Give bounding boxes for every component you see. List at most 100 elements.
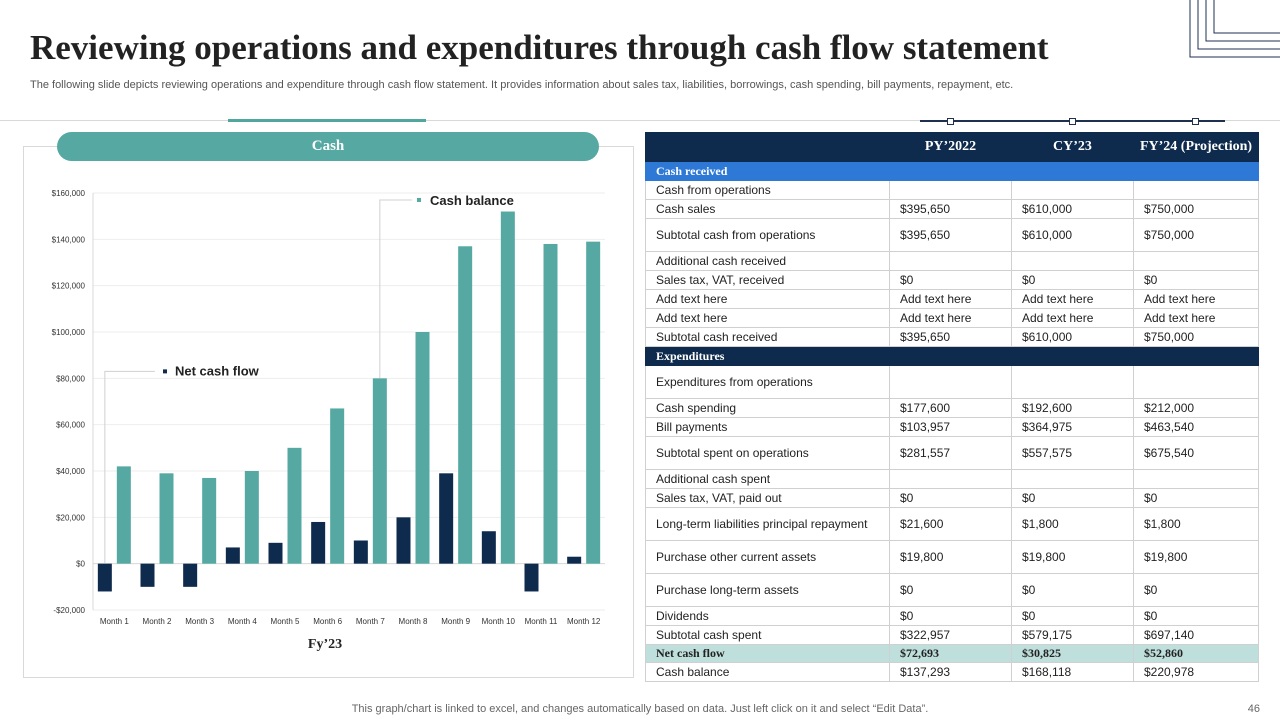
table-cell: $0	[889, 606, 1012, 626]
x-tick-label: Month 6	[313, 617, 342, 626]
row-label: Subtotal cash from operations	[645, 218, 890, 252]
table-cell: Add text here	[889, 308, 1012, 328]
table-row: Subtotal spent on operations $281,557 $557…	[645, 436, 1259, 470]
table-row: Net cash flow $72,693 $30,825 $52,860	[645, 644, 1259, 663]
bar-cash-balance	[202, 477, 217, 564]
table-row: Cash spending $177,600 $192,600 $212,000	[645, 398, 1259, 418]
table-cell: $675,540	[1133, 436, 1259, 470]
row-label: Cash received	[645, 161, 890, 181]
table-row: Sales tax, VAT, paid out $0 $0 $0	[645, 488, 1259, 508]
table-cell: Add text here	[889, 289, 1012, 309]
bar-cash-balance	[287, 447, 302, 564]
y-tick-label: $40,000	[56, 467, 85, 476]
row-label: Dividends	[645, 606, 890, 626]
table-cell: $395,650	[889, 218, 1012, 252]
y-tick-label: $160,000	[52, 189, 86, 198]
bar-cash-balance	[415, 332, 430, 564]
table-cell: $103,957	[889, 417, 1012, 437]
table-cell	[1011, 346, 1134, 366]
net-cash-flow-legend-marker	[163, 369, 167, 374]
row-label: Cash from operations	[645, 180, 890, 200]
table-cell: $610,000	[1011, 218, 1134, 252]
table-row: Subtotal cash received $395,650 $610,000 $7…	[645, 327, 1259, 347]
cash-balance-legend-marker	[417, 197, 421, 202]
x-tick-label: Month 12	[567, 617, 601, 626]
row-label: Additional cash spent	[645, 469, 890, 489]
table-cell: $610,000	[1011, 199, 1134, 219]
table-cell	[889, 180, 1012, 200]
x-tick-label: Month 9	[441, 617, 470, 626]
cash-balance-leader-line	[379, 199, 412, 379]
x-tick-label: Month 2	[143, 617, 172, 626]
row-label: Sales tax, VAT, received	[645, 270, 890, 290]
table-cell: $0	[889, 270, 1012, 290]
bar-net-cash-flow	[481, 531, 496, 564]
table-cell	[1133, 161, 1259, 181]
table-row: Add text here Add text here Add text here A…	[645, 308, 1259, 328]
row-label: Add text here	[645, 308, 890, 328]
bar-cash-balance	[543, 243, 558, 564]
bar-net-cash-flow	[439, 473, 454, 564]
row-label: Add text here	[645, 289, 890, 309]
bar-cash-balance	[244, 471, 259, 564]
row-label: Sales tax, VAT, paid out	[645, 488, 890, 508]
table-cell: Add text here	[1011, 308, 1134, 328]
table-row: Bill payments $103,957 $364,975 $463,540	[645, 417, 1259, 437]
row-label: Cash sales	[645, 199, 890, 219]
table-row: Subtotal cash from operations $395,650 $61…	[645, 218, 1259, 252]
y-tick-label: $0	[76, 560, 85, 569]
table-cell	[889, 469, 1012, 489]
net-cash-flow-leader-line	[104, 370, 155, 564]
table-cell: $463,540	[1133, 417, 1259, 437]
chart-title: Cash	[57, 132, 599, 161]
table-cell: $364,975	[1011, 417, 1134, 437]
slide-subtitle: The following slide depicts reviewing op…	[30, 79, 1014, 91]
table-row: Expenditures from operations	[645, 365, 1259, 399]
table-cell	[1133, 346, 1259, 366]
table-cell	[1011, 469, 1134, 489]
table-cell: $0	[1133, 606, 1259, 626]
table-row: Additional cash received	[645, 251, 1259, 271]
corner-decoration	[1189, 0, 1280, 58]
table-cell: $168,118	[1011, 662, 1134, 682]
y-tick-label: $80,000	[56, 374, 85, 383]
table-cell	[889, 365, 1012, 399]
header-cy23: CY’23	[1011, 132, 1134, 162]
table-cell	[1011, 251, 1134, 271]
cash-balance-legend-label: Cash balance	[430, 193, 514, 208]
table-cell: $322,957	[889, 625, 1012, 645]
y-tick-label: $20,000	[56, 513, 85, 522]
table-row: Subtotal cash spent $322,957 $579,175 $697,…	[645, 625, 1259, 645]
x-tick-label: Month 3	[185, 617, 214, 626]
row-label: Purchase other current assets	[645, 540, 890, 574]
table-cell	[1133, 469, 1259, 489]
bar-cash-balance	[586, 241, 601, 564]
table-cell: $281,557	[889, 436, 1012, 470]
table-cell: $750,000	[1133, 218, 1259, 252]
table-cell: $19,800	[1133, 540, 1259, 574]
table-row: Expenditures	[645, 346, 1259, 366]
table-cell: $19,800	[889, 540, 1012, 574]
table-cell: $1,800	[1133, 507, 1259, 541]
table-cell: $212,000	[1133, 398, 1259, 418]
table-cell	[1133, 365, 1259, 399]
chart-x-axis-title: Fy’23	[307, 637, 343, 652]
row-label: Subtotal cash received	[645, 327, 890, 347]
table-cell: $750,000	[1133, 327, 1259, 347]
table-cell: $579,175	[1011, 625, 1134, 645]
bar-net-cash-flow	[353, 540, 368, 564]
table-cell: $0	[1133, 573, 1259, 607]
bar-cash-balance	[330, 408, 345, 564]
bar-net-cash-flow	[524, 563, 539, 592]
cash-chart[interactable]: -$20,000 $0 $20,000 $40,000 $60,000 $80,000 $1…	[23, 146, 634, 678]
table-row: Purchase long-term assets $0 $0 $0	[645, 573, 1259, 607]
table-cell: $0	[1011, 573, 1134, 607]
bar-cash-balance	[372, 378, 387, 564]
row-label: Subtotal spent on operations	[645, 436, 890, 470]
footer-note: This graph/chart is linked to excel, and…	[351, 703, 929, 715]
x-tick-label: Month 11	[525, 617, 558, 626]
y-tick-label: $120,000	[52, 282, 86, 291]
table-cell: $220,978	[1133, 662, 1259, 682]
table-cell: Add text here	[1133, 308, 1259, 328]
table-cell: $137,293	[889, 662, 1012, 682]
